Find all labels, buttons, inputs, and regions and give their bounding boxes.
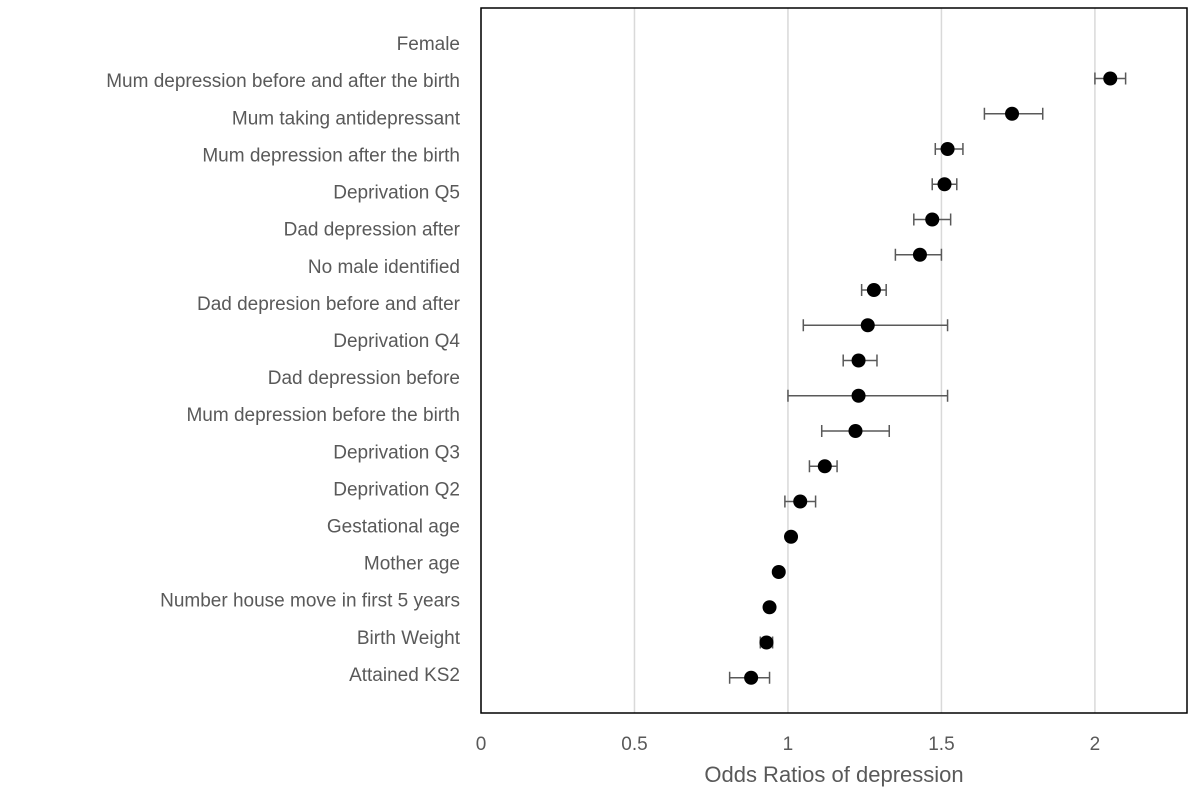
point: [848, 424, 863, 438]
y-tick-label: Mother age: [364, 554, 460, 575]
y-tick-label: Deprivation Q2: [333, 479, 460, 500]
x-tick-label: 1: [783, 734, 794, 755]
x-axis-label: Odds Ratios of depression: [704, 762, 963, 787]
point: [762, 600, 777, 615]
x-tick-label: 0.5: [621, 734, 647, 755]
y-tick-label: Birth Weight: [357, 628, 461, 649]
y-tick-label: Deprivation Q3: [333, 442, 460, 463]
y-tick-label: Number house move in first 5 years: [160, 591, 460, 612]
error-bar: [787, 389, 949, 402]
point: [860, 318, 875, 333]
y-tick-label: Female: [397, 34, 460, 55]
y-tick-label: Dad depression before: [268, 368, 460, 389]
point: [851, 388, 866, 403]
point: [793, 494, 808, 509]
point: [817, 459, 832, 474]
y-tick-label: Attained KS2: [349, 665, 460, 686]
point: [784, 529, 799, 544]
x-tick-label: 1.5: [928, 734, 954, 755]
point: [744, 670, 759, 685]
point: [1103, 71, 1118, 86]
point: [925, 212, 940, 227]
x-tick-label: 0: [476, 734, 487, 755]
plot-frame: [480, 7, 1188, 714]
y-tick-label: Dad depression after: [284, 220, 461, 241]
y-tick-label: Dad depresion before and after: [197, 294, 461, 315]
y-tick-label: Mum depression after the birth: [202, 145, 460, 166]
point: [771, 565, 786, 579]
point: [1005, 106, 1020, 121]
point: [912, 247, 927, 262]
point: [866, 283, 881, 297]
point: [759, 635, 774, 650]
y-tick-label: Deprivation Q5: [333, 183, 460, 204]
y-tick-label: Mum taking antidepressant: [232, 108, 461, 129]
error-bar: [802, 319, 949, 332]
point: [937, 177, 952, 192]
y-tick-label: Mum depression before and after the birt…: [106, 71, 460, 92]
x-tick-label: 2: [1090, 734, 1101, 755]
y-tick-label: Deprivation Q4: [333, 331, 460, 352]
point: [851, 353, 866, 368]
y-tick-label: Mum depression before the birth: [186, 405, 460, 426]
y-tick-label: Gestational age: [327, 516, 460, 537]
y-tick-label: No male identified: [308, 257, 460, 278]
point: [940, 142, 955, 156]
